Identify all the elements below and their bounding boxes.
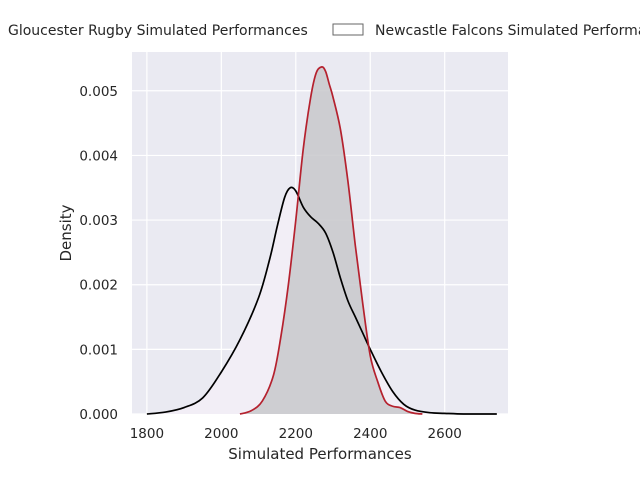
y-tick-label: 0.004 [79,148,118,164]
density-areas [146,66,497,414]
y-tick-label: 0.000 [79,407,118,423]
legend: Gloucester Rugby Simulated Performances … [8,23,640,39]
y-tick-label: 0.005 [79,84,118,100]
legend-swatch-newcastle [332,23,364,36]
y-axis-ticks: 0.000 0.001 0.002 0.003 0.004 0.005 [79,84,118,423]
density-line-1 [239,66,423,415]
x-tick-label: 2600 [428,426,462,442]
legend-label-gloucester: Gloucester Rugby Simulated Performances [8,23,308,39]
y-tick-label: 0.001 [79,342,118,358]
x-tick-label: 2200 [279,426,313,442]
density-area-1 [239,66,423,414]
x-axis-ticks: 1800 2000 2200 2400 2600 [130,426,462,442]
y-tick-label: 0.003 [79,213,118,229]
y-tick-label: 0.002 [79,278,118,294]
y-axis-label: Density [57,204,75,261]
density-lines [146,66,497,415]
x-tick-label: 2000 [204,426,238,442]
legend-label-newcastle: Newcastle Falcons Simulated Performances [375,23,640,39]
x-axis-label: Simulated Performances [228,445,412,463]
x-tick-label: 2400 [353,426,387,442]
x-tick-label: 1800 [130,426,164,442]
density-line-0 [146,186,497,415]
